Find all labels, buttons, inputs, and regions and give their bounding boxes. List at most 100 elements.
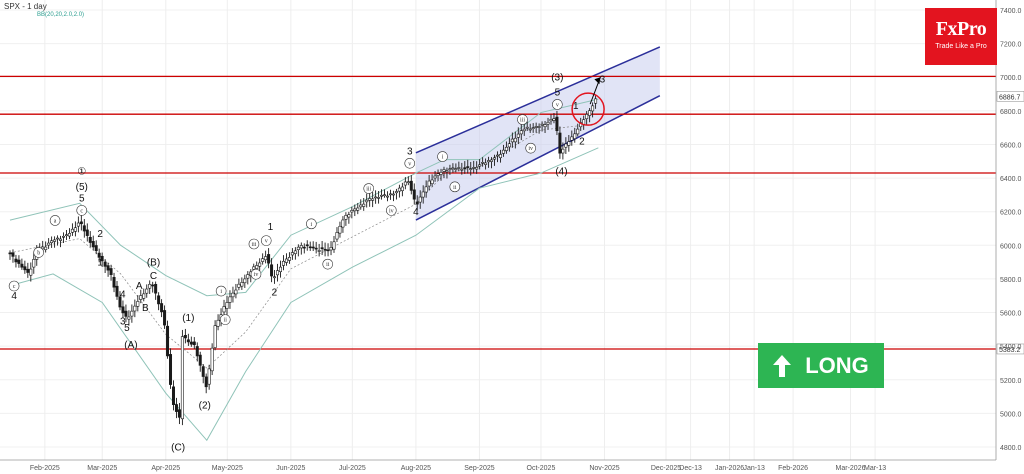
wave-label-circle	[363, 183, 375, 194]
wave-label: (C)	[171, 442, 185, 453]
x-tick-label: Jan-13	[743, 465, 765, 472]
candle-body	[543, 124, 547, 128]
wave-label-circle	[248, 238, 260, 250]
candle-body	[228, 296, 232, 303]
candle-body	[82, 225, 86, 232]
wave-label: B	[142, 303, 149, 314]
candle-body	[457, 167, 461, 169]
candle-body	[195, 346, 199, 357]
candle-body	[534, 126, 538, 128]
candle-body	[17, 259, 21, 264]
wave-label-circle	[215, 285, 227, 297]
candle-body	[216, 319, 220, 327]
candle-body	[145, 288, 149, 294]
candle-body	[403, 181, 407, 186]
candle-body	[225, 302, 229, 309]
candle-body	[332, 241, 336, 250]
y-tick-label: 6800.0	[1000, 109, 1022, 116]
candle-body	[23, 266, 27, 271]
candle-body	[267, 254, 271, 264]
candle-body	[59, 238, 63, 241]
candle-body	[62, 235, 66, 238]
wave-label: 4	[11, 291, 17, 302]
x-tick-label: Jul-2025	[339, 465, 366, 472]
candle-body	[136, 301, 140, 307]
candle-body	[326, 249, 330, 252]
wave-label: i	[220, 289, 222, 295]
candle-body	[400, 186, 404, 192]
candle-body	[296, 246, 300, 251]
candle-body	[106, 265, 110, 271]
candle-body	[448, 168, 452, 171]
candle-body	[463, 167, 467, 169]
target-circle-annotation	[571, 92, 605, 126]
candle-body	[466, 166, 470, 168]
wave-label: 1	[268, 222, 274, 233]
wave-label: 1	[573, 101, 579, 112]
candle-body	[383, 194, 387, 197]
candle-body	[320, 247, 324, 249]
candle-body	[350, 210, 354, 213]
candle-body	[20, 263, 24, 268]
x-tick-label: Mar-2025	[87, 465, 117, 472]
candle-body	[528, 128, 532, 131]
candle-body	[412, 189, 416, 200]
wave-label: b	[37, 250, 40, 256]
candle-body	[406, 181, 410, 184]
candle-body	[504, 146, 508, 151]
candle-body	[576, 128, 580, 135]
candle-body	[498, 154, 502, 159]
candle-body	[94, 245, 98, 252]
candle-body	[409, 180, 413, 191]
candle-body	[546, 121, 550, 125]
y-tick-label: 5800.0	[1000, 277, 1022, 284]
chart-title: SPX - 1 day	[4, 2, 47, 11]
wave-label: v	[556, 102, 559, 108]
wave-label-circle	[449, 181, 461, 193]
candle-body	[570, 136, 574, 141]
arrow-head-icon	[594, 77, 601, 85]
candle-body	[386, 195, 390, 198]
signal-label: LONG	[805, 352, 869, 378]
candle-body	[475, 167, 479, 170]
x-tick-label: Feb-2025	[30, 465, 60, 472]
candle-body	[169, 354, 173, 385]
candle-body	[186, 339, 190, 343]
candle-body	[243, 278, 247, 284]
x-tick-label: May-2025	[212, 465, 243, 472]
candle-body	[148, 283, 152, 289]
candle-body	[163, 310, 167, 326]
candle-body	[353, 208, 357, 212]
wave-label-circle	[76, 205, 88, 216]
candle-body	[124, 310, 128, 317]
candle-body	[454, 168, 458, 171]
wave-label-circle	[385, 205, 397, 216]
wave-label: (5)	[76, 182, 88, 193]
candle-body	[154, 283, 158, 294]
candle-body	[44, 246, 48, 250]
wave-label: (4)	[555, 167, 567, 178]
candle-body	[415, 201, 419, 205]
wave-label: (B)	[147, 257, 160, 268]
candle-body	[91, 241, 95, 248]
x-tick-label: Mar-2026	[836, 465, 866, 472]
wave-label: 3	[407, 147, 413, 158]
candle-body	[210, 347, 214, 372]
candle-body	[451, 167, 455, 170]
candle-body	[594, 98, 598, 104]
candle-body	[561, 148, 565, 154]
candle-body	[222, 306, 226, 313]
candle-body	[284, 258, 288, 263]
candle-body	[11, 252, 15, 257]
candle-body	[88, 236, 92, 243]
x-tick-label: Mar-13	[864, 465, 886, 472]
candle-body	[501, 149, 505, 154]
candle-body	[564, 143, 568, 148]
wave-label: c	[80, 208, 83, 214]
candle-body	[213, 325, 217, 348]
wave-label-circle	[219, 314, 231, 325]
candle-body	[460, 168, 464, 171]
candle-body	[234, 289, 238, 295]
brand-tagline: Trade Like a Pro	[935, 43, 987, 50]
